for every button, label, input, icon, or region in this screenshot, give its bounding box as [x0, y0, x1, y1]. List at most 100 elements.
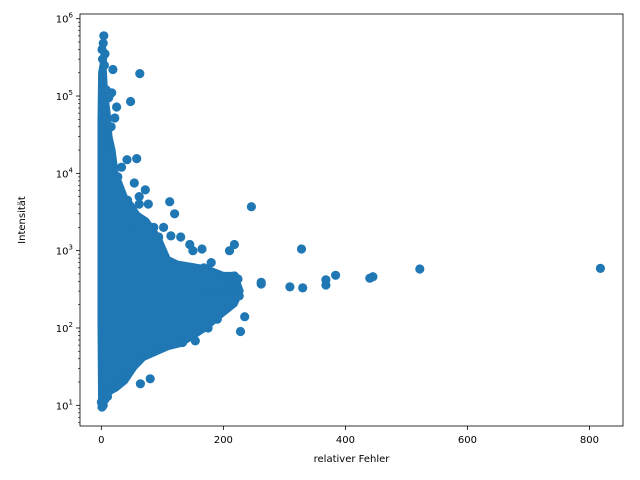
y-tick-label: 103	[56, 244, 73, 258]
data-point	[368, 272, 378, 282]
data-point	[112, 102, 122, 112]
data-point	[229, 239, 239, 250]
data-point	[101, 85, 111, 95]
data-point	[116, 162, 127, 172]
data-point	[140, 185, 150, 195]
data-point	[108, 64, 118, 75]
data-point	[246, 202, 256, 212]
data-point	[99, 31, 109, 41]
data-point	[135, 69, 145, 79]
y-tick-label: 106	[56, 12, 74, 26]
data-point	[118, 209, 128, 219]
data-point	[182, 309, 192, 319]
data-point	[151, 340, 161, 350]
data-point	[159, 222, 169, 232]
data-point	[104, 377, 114, 387]
y-tick-label: 102	[56, 321, 73, 335]
data-point	[199, 263, 209, 273]
data-point	[285, 282, 295, 292]
x-tick-label: 0	[98, 435, 104, 446]
data-point	[96, 397, 106, 407]
data-point	[110, 113, 120, 123]
data-point	[148, 249, 158, 259]
data-point	[123, 195, 133, 205]
data-point	[188, 246, 198, 256]
data-point	[190, 336, 200, 346]
data-point	[170, 209, 180, 219]
data-point	[194, 300, 204, 310]
data-point	[99, 60, 109, 70]
data-point	[203, 323, 213, 333]
data-point	[170, 269, 180, 279]
x-tick-label: 400	[336, 435, 355, 446]
data-point	[109, 369, 119, 380]
data-point	[143, 199, 153, 209]
y-axis-ticks: 101 102 103 104 105 106	[56, 12, 80, 423]
data-point	[206, 258, 216, 268]
data-point	[166, 231, 176, 241]
data-point	[296, 244, 307, 254]
data-point	[118, 363, 128, 373]
data-point	[298, 283, 308, 293]
data-point	[157, 263, 167, 273]
data-point	[106, 122, 116, 132]
data-point	[176, 232, 186, 242]
data-point	[124, 219, 134, 229]
data-point	[165, 197, 175, 207]
y-axis-label: Intensität	[17, 196, 28, 244]
data-point	[107, 162, 117, 172]
x-tick-label: 200	[214, 435, 233, 446]
data-point	[197, 244, 207, 254]
data-point	[101, 114, 111, 124]
data-point	[127, 358, 137, 368]
data-point	[132, 226, 142, 236]
data-point	[233, 274, 243, 284]
data-point	[177, 337, 188, 348]
data-point	[321, 275, 331, 285]
data-point	[102, 131, 113, 141]
data-point	[157, 330, 167, 341]
data-point	[113, 172, 123, 182]
data-point	[154, 232, 164, 242]
data-point	[212, 314, 222, 324]
data-point	[113, 192, 123, 202]
data-point	[149, 222, 159, 232]
x-axis-ticks: 0 200 400 600 800	[98, 426, 599, 446]
y-tick-label: 105	[56, 89, 73, 103]
data-point	[188, 320, 198, 330]
plot-area	[96, 31, 606, 412]
data-point	[142, 348, 152, 358]
data-point	[135, 379, 145, 389]
data-point	[122, 155, 132, 165]
x-tick-label: 600	[458, 435, 477, 446]
data-point	[415, 264, 425, 274]
data-point	[221, 276, 231, 286]
data-point	[101, 389, 111, 399]
y-tick-label: 101	[56, 398, 73, 412]
data-point	[110, 180, 120, 190]
data-point	[134, 199, 144, 209]
data-point	[182, 326, 192, 337]
data-point	[126, 96, 136, 107]
data-point	[235, 326, 246, 337]
data-point	[100, 98, 110, 109]
data-point	[206, 286, 216, 296]
x-axis-label: relativer Fehler	[314, 454, 391, 465]
data-point	[212, 270, 222, 280]
x-tick-label: 800	[580, 435, 599, 446]
data-point	[145, 374, 155, 384]
data-point	[256, 279, 266, 289]
data-point	[331, 270, 341, 280]
data-point	[129, 178, 139, 188]
data-point	[234, 291, 244, 301]
data-point	[218, 288, 228, 298]
data-point	[595, 263, 606, 273]
axes-frame	[79, 13, 624, 427]
data-point	[170, 335, 180, 345]
data-point	[240, 312, 250, 322]
data-point	[139, 239, 149, 250]
data-point	[134, 192, 144, 202]
y-tick-label: 104	[56, 166, 74, 180]
